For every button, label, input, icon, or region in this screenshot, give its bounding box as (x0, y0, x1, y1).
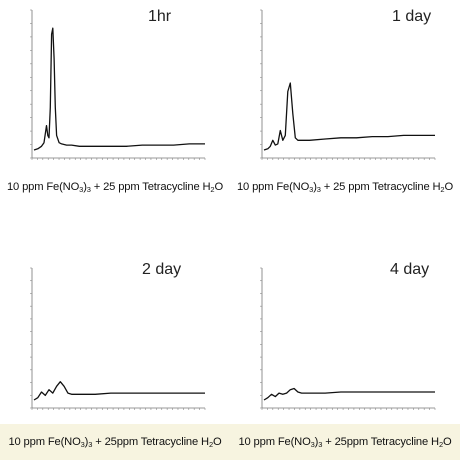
chart-panel: 1 day 10 ppm Fe(NO3)3 + 25 ppm Tetracycli… (230, 0, 460, 230)
chart-panel: 4 day 10 ppm Fe(NO3)3 + 25ppm Tetracyclin… (230, 230, 460, 460)
caption-middle: + 25ppm Tetracycline H (322, 436, 439, 448)
sample-caption: 10 ppm Fe(NO3)3 + 25ppm Tetracycline H2O (230, 436, 460, 448)
caption-suffix: O (444, 181, 453, 193)
sample-caption: 10 ppm Fe(NO3)3 + 25 ppm Tetracycline H2… (0, 181, 230, 193)
caption-prefix: 10 ppm Fe(NO (238, 436, 310, 448)
chart-title: 1hr (148, 8, 171, 26)
caption-middle: + 25 ppm Tetracycline H (321, 181, 441, 193)
chart-title: 1 day (392, 8, 431, 26)
caption-middle: + 25ppm Tetracycline H (92, 436, 209, 448)
chromatogram-plot (0, 230, 230, 460)
caption-suffix: O (443, 436, 452, 448)
chromatogram-plot (0, 0, 230, 230)
caption-suffix: O (214, 181, 223, 193)
chart-panel: 1hr 10 ppm Fe(NO3)3 + 25 ppm Tetracycline… (0, 0, 230, 230)
chromatogram-line (264, 83, 435, 150)
caption-prefix: 10 ppm Fe(NO (7, 181, 79, 193)
chart-title: 4 day (390, 261, 429, 279)
chart-panel: 2 day 10 ppm Fe(NO3)3 + 25ppm Tetracyclin… (0, 230, 230, 460)
chromatogram-line (34, 28, 205, 150)
caption-prefix: 10 ppm Fe(NO (237, 181, 309, 193)
caption-suffix: O (213, 436, 222, 448)
sample-caption: 10 ppm Fe(NO3)3 + 25 ppm Tetracycline H2… (230, 181, 460, 193)
chart-title: 2 day (142, 261, 181, 279)
caption-middle: + 25 ppm Tetracycline H (91, 181, 211, 193)
chromatogram-line (34, 382, 205, 400)
caption-prefix: 10 ppm Fe(NO (8, 436, 80, 448)
chromatogram-line (264, 389, 435, 401)
sample-caption: 10 ppm Fe(NO3)3 + 25ppm Tetracycline H2O (0, 436, 230, 448)
chromatogram-plot (230, 0, 460, 230)
